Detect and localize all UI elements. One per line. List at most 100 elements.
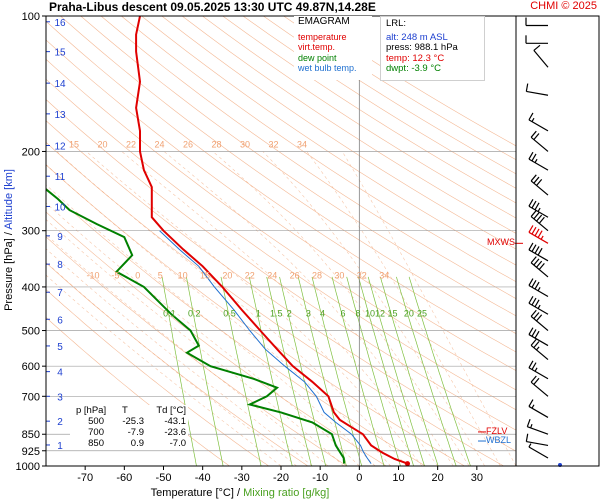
altitude-tick-label: 11 — [55, 172, 66, 183]
wind-barb — [525, 35, 548, 44]
wind-barb — [533, 44, 549, 68]
altitude-tick-label: 7 — [57, 288, 63, 299]
mixing-ratio-label: 1.5 — [270, 308, 283, 318]
altitude-tick-label: 3 — [57, 392, 63, 403]
x-tick-label: -50 — [156, 472, 172, 484]
wind-barb — [530, 309, 549, 331]
wind-barb — [530, 130, 549, 152]
wind-barb-flag — [530, 375, 537, 383]
mixing-ratio-line — [358, 276, 414, 466]
table-cell-t: 0.9 — [130, 438, 144, 449]
pressure-tick-label: 700 — [22, 391, 40, 403]
moist-adiabat-label: 5 — [158, 270, 163, 280]
wind-barb-flag — [533, 176, 540, 184]
lrl-altitude: alt: 248 m ASL — [386, 31, 448, 43]
moist-adiabat-label: 0 — [135, 270, 140, 280]
mixing-ratio-label: 25 — [417, 308, 427, 318]
wind-barb — [530, 174, 549, 196]
wind-barb-half — [537, 304, 541, 309]
moist-adiabat-label: -5 — [111, 270, 119, 280]
dry-adiabat — [80, 16, 516, 317]
wind-barb — [528, 112, 549, 132]
wind-barb — [528, 242, 549, 262]
wind-barb-flag — [528, 296, 534, 304]
moist-adiabat-label: -10 — [86, 270, 99, 280]
mixing-ratio-line — [408, 276, 471, 466]
table-cell-p: 500 — [88, 416, 104, 427]
wind-barb-flag — [534, 281, 540, 290]
mixing-ratio-label: 0.2 — [188, 308, 201, 318]
wind-barb-flag — [538, 216, 545, 224]
mixing-ratio-label: 6 — [340, 308, 345, 318]
wind-barb-flag — [525, 433, 529, 442]
series-layer — [46, 16, 411, 466]
wind-barb-flag — [531, 200, 537, 209]
barb-panel-frame — [515, 15, 600, 467]
wind-barb-flag — [531, 297, 537, 306]
mixing-ratio-label: 20 — [404, 308, 414, 318]
dry-adiabat — [46, 78, 516, 411]
mixing-ratio-line — [331, 276, 385, 466]
wind-barb-flag — [537, 247, 543, 256]
fzlv-marker: FZLV — [486, 425, 508, 436]
dewpoint-line — [46, 188, 346, 464]
wind-barb-flag — [528, 198, 534, 207]
mixing-ratio-line — [186, 276, 224, 466]
moist-adiabat-label: 24 — [267, 270, 277, 280]
mixing-ratio-line — [248, 276, 293, 466]
dry-adiabat — [46, 20, 516, 353]
wind-barb-flag — [534, 246, 540, 254]
wind-barb — [528, 225, 549, 244]
wind-barb — [525, 83, 549, 96]
grid-layer — [46, 16, 516, 466]
moist-adiabat — [46, 234, 329, 466]
altitude-tick-label: 12 — [54, 142, 66, 153]
wind-barb — [525, 433, 549, 447]
moist-adiabat-label: 32 — [357, 270, 367, 280]
mixing-ratio-label: 0.5 — [223, 308, 236, 318]
wind-barb-flag — [530, 210, 537, 217]
pressure-tick-label: 850 — [22, 429, 40, 441]
x-axis-label-mixing: Mixing ratio [g/kg] — [243, 487, 329, 499]
wind-barb-flag — [531, 153, 537, 162]
x-tick-label: -20 — [273, 472, 289, 484]
wind-barb-flag — [528, 151, 534, 160]
moist-adiabat-label: 28 — [312, 270, 322, 280]
lrl-dewpoint: dwpt: -3.9 °C — [386, 63, 442, 74]
dry-adiabat-label: 30 — [240, 139, 250, 149]
x-tick-label: 30 — [471, 472, 483, 484]
wind-barb-half — [534, 367, 538, 372]
mixing-ratio-label: 15 — [387, 308, 397, 318]
pressure-tick-label: 1000 — [16, 461, 40, 473]
wind-barb-flag — [538, 263, 545, 270]
wind-barb — [528, 360, 549, 380]
wind-barb-flag — [536, 178, 543, 186]
legend-item-temperature: temperature — [298, 31, 347, 42]
pressure-tick-label: 600 — [22, 361, 40, 373]
wind-barb — [528, 151, 549, 171]
wind-barb-flag — [528, 112, 534, 121]
wind-barb-half — [540, 235, 544, 240]
mixing-ratio-line — [367, 276, 425, 466]
altitude-tick-label: 15 — [54, 48, 66, 59]
dry-adiabat-label: 24 — [154, 139, 164, 149]
altitude-tick-label: 4 — [57, 368, 63, 379]
dry-adiabat-label: 32 — [268, 139, 278, 149]
wind-barb-flag — [525, 83, 529, 92]
pressure-tick-label: 200 — [22, 146, 40, 158]
dry-adiabat — [46, 58, 516, 391]
wind-barb-flag — [536, 260, 543, 268]
pressure-tick-label: 400 — [22, 282, 40, 294]
mixing-ratio-label: 2 — [287, 308, 292, 318]
wind-barb-shaft — [528, 334, 549, 347]
altitude-tick-label: 13 — [54, 110, 66, 121]
chart-title: Praha-Libus descent 09.05.2025 13:30 UTC… — [49, 0, 376, 14]
lrl-info-box: LRL: alt: 248 m ASL press: 988.1 hPa tem… — [380, 16, 485, 81]
credit-link[interactable]: CHMI © 2025 — [530, 0, 597, 12]
x-tick-label: -10 — [312, 472, 328, 484]
table-cell-p: 850 — [88, 438, 104, 449]
table-header-td: Td [°C] — [156, 405, 186, 416]
wind-barb-flag — [528, 327, 534, 335]
